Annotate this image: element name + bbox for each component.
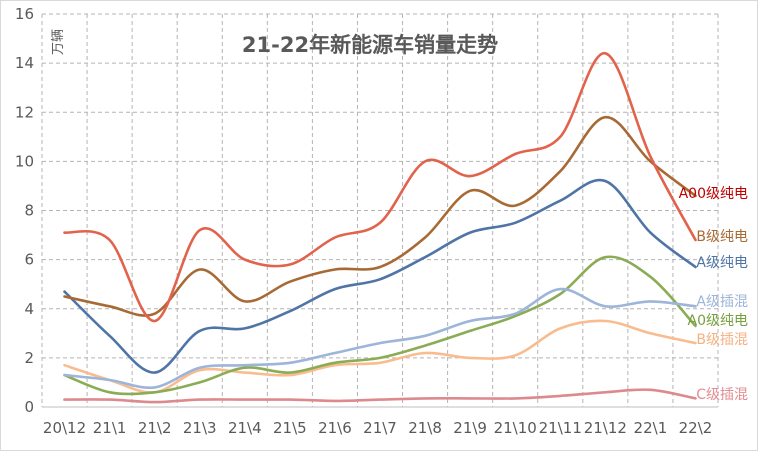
series-label: B级插混 — [696, 332, 748, 348]
x-tick-label: 21\11 — [539, 419, 582, 437]
y-tick-label: 4 — [24, 300, 34, 318]
y-tick-label: 16 — [15, 5, 34, 23]
y-tick-label: 2 — [24, 349, 34, 367]
series-line — [63, 388, 697, 404]
x-tick-label: 21\12 — [584, 419, 627, 437]
chart-title: 21-22年新能源车销量走势 — [242, 33, 498, 57]
x-tick-label: 21\9 — [453, 419, 487, 437]
series-label: B级纯电 — [696, 229, 748, 245]
x-tick-label: 20\12 — [43, 419, 86, 437]
y-axis-unit: 万辆 — [51, 29, 66, 55]
x-tick-label: 21\3 — [183, 419, 217, 437]
series-labels: A00级纯电 B级纯电 A级纯电 A级插混 A0级纯电 B级插混 C级插混 — [679, 186, 748, 403]
x-tick-label: 21\6 — [318, 419, 352, 437]
y-tick-label: 0 — [24, 398, 34, 416]
series-label: A0级纯电 — [688, 313, 748, 329]
x-tick-label: 21\10 — [494, 419, 537, 437]
series-label: A级纯电 — [696, 255, 748, 271]
series-line — [63, 287, 697, 390]
y-tick-label: 12 — [15, 103, 34, 121]
series-label: A级插混 — [696, 294, 748, 310]
series-line — [63, 255, 697, 396]
series-line — [63, 178, 697, 374]
x-tick-label: 21\1 — [93, 419, 127, 437]
gridlines — [41, 13, 719, 407]
x-tick-label: 21\2 — [138, 419, 172, 437]
series-line — [63, 52, 697, 323]
series-lines — [63, 52, 697, 404]
y-tick-label: 10 — [15, 152, 34, 170]
x-tick-label: 21\8 — [408, 419, 442, 437]
y-tick-label: 6 — [24, 251, 34, 269]
x-tick-label: 21\4 — [228, 419, 262, 437]
x-tick-label: 21\7 — [363, 419, 397, 437]
series-line — [63, 319, 697, 394]
x-tick-label: 21\5 — [273, 419, 307, 437]
series-label: A00级纯电 — [679, 186, 748, 202]
y-tick-label: 14 — [15, 54, 34, 72]
x-tick-label: 22\2 — [679, 419, 713, 437]
y-tick-label: 8 — [24, 202, 34, 220]
series-label: C级插混 — [696, 387, 748, 403]
axes: 0 2 4 6 8 10 12 14 16 20\12 21\1 21\2 21\3 21\4 21\5 21… — [15, 5, 718, 437]
x-tick-label: 22\1 — [634, 419, 668, 437]
